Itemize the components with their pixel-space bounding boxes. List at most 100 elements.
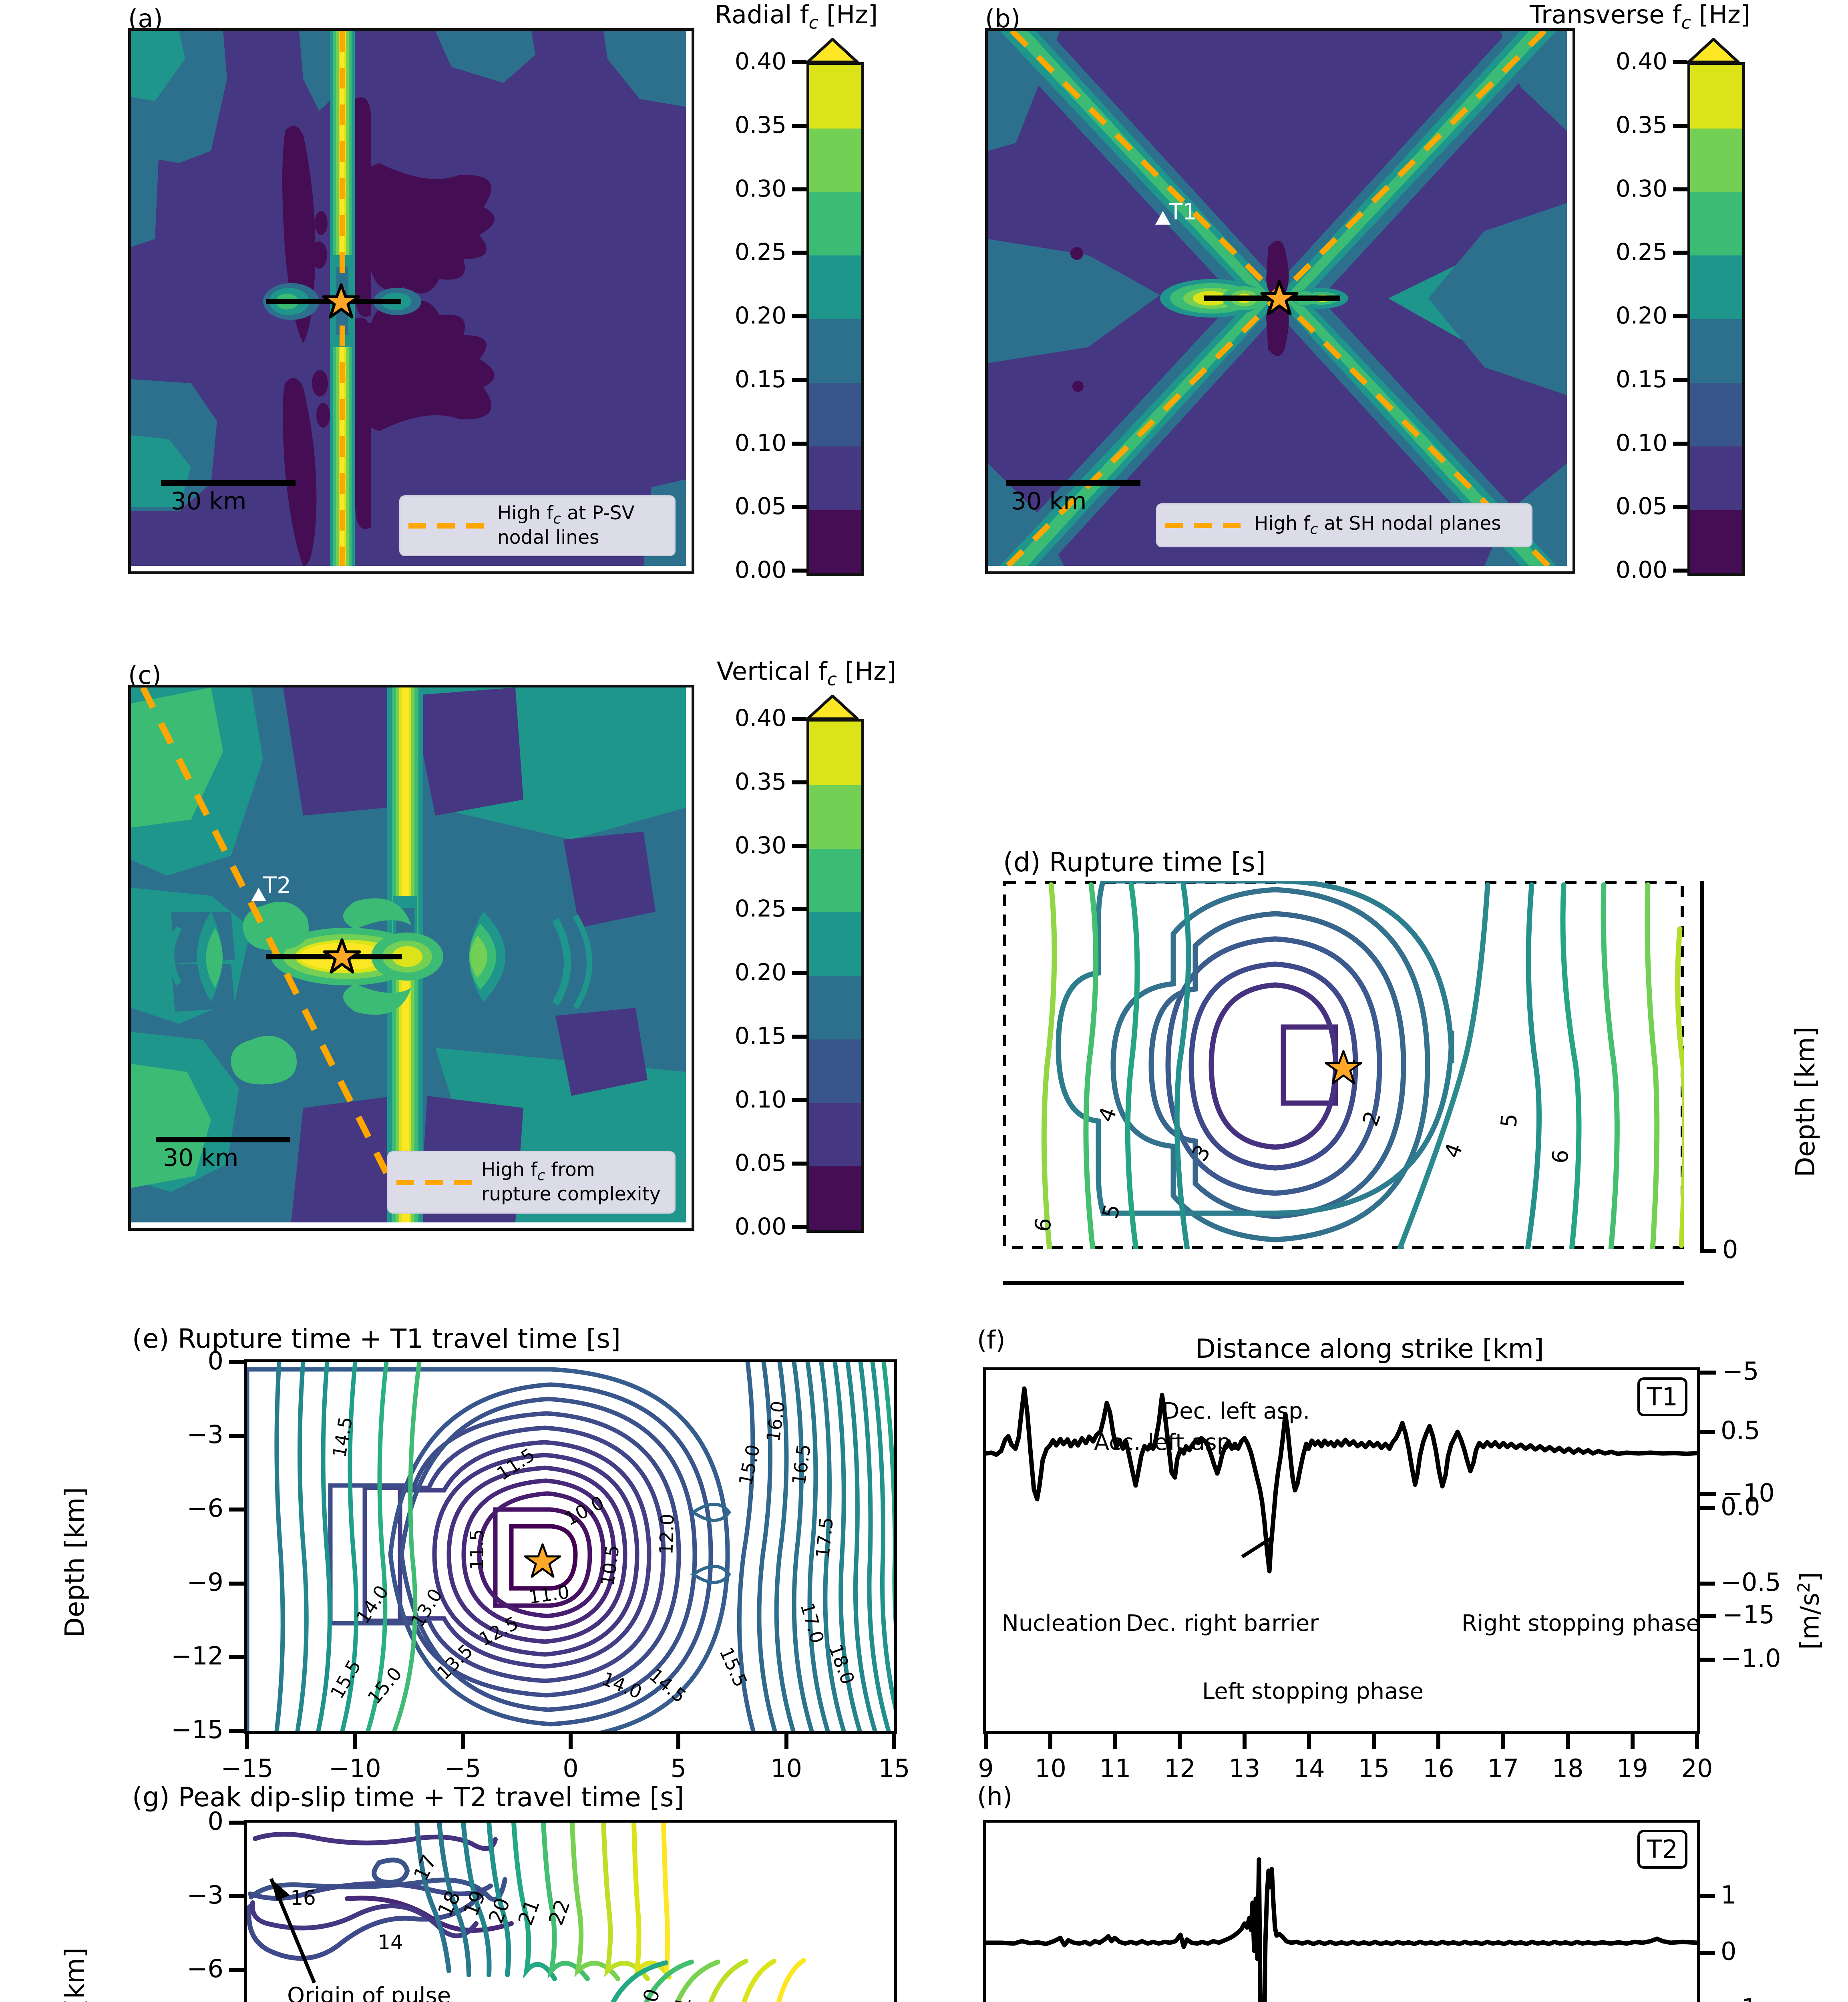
axis-ticklabel: −6 — [187, 1493, 223, 1523]
colorbar-ticklabel: 0.05 — [734, 1149, 786, 1177]
axis-ticklabel: −12 — [171, 1641, 223, 1670]
axis-tick — [676, 1734, 681, 1749]
colorbar-tick — [1673, 60, 1687, 64]
colorbar-segment — [809, 722, 861, 785]
svg-text:16.5: 16.5 — [788, 1443, 815, 1486]
panel-c-station-T2-label: T2 — [263, 872, 291, 898]
axis-ticklabel: 10 — [770, 1754, 802, 1783]
axis-ticklabel: 11 — [1099, 1754, 1131, 1783]
axis-ticklabel: 0.0 — [1721, 1491, 1760, 1521]
panel-c-scalebar — [156, 1137, 290, 1142]
axis-tick — [784, 1734, 788, 1749]
panel-f-ylabel: [m/s2] — [1794, 1572, 1825, 1650]
axis-ticklabel: −3 — [187, 1880, 223, 1910]
panel-d-contours: 1 2 3 4 4 5 5 6 6 — [1003, 881, 1684, 1249]
axis-ticklabel: 0.5 — [1721, 1416, 1760, 1445]
colorbar-tick — [792, 378, 806, 382]
panel-b-station-T1-icon — [1155, 211, 1170, 225]
axis-ticklabel: 0 — [1721, 1937, 1737, 1966]
panel-b-colorbar-title: Transverse fc [Hz] — [1530, 0, 1751, 33]
axis-ticklabel: −10 — [1722, 1478, 1775, 1508]
colorbar-segment — [1690, 192, 1742, 256]
colorbar-segment — [1690, 255, 1742, 319]
axis-tick — [1178, 1734, 1182, 1749]
colorbar-segment — [1690, 65, 1742, 129]
panel-b-scalebar — [1006, 480, 1140, 486]
axis-tick — [1700, 1506, 1715, 1510]
panel-e-title: (e) Rupture time + T1 travel time [s] — [132, 1323, 621, 1354]
colorbar-ticklabel: 0.25 — [734, 895, 786, 923]
axis-ticklabel: −1 — [1721, 1993, 1825, 2002]
panel-d-ylabel: Depth [km] — [1790, 1026, 1821, 1177]
axis-ticklabel: −1.0 — [1721, 1644, 1781, 1673]
colorbar-segment — [809, 128, 861, 192]
axis-ticklabel: −0.5 — [1721, 1568, 1781, 1597]
panel-g-contours: 16 14 15 16 17 18 19 20 21 22 20 21 22 1… — [247, 1823, 806, 2002]
colorbar-tick — [1673, 505, 1687, 509]
panel-a-scalebar — [161, 480, 296, 486]
svg-text:15.5: 15.5 — [326, 1656, 365, 1703]
axis-ticklabel: 16 — [1422, 1754, 1454, 1783]
panel-f-annotation-acc-left-asp: Acc. left asp. — [1094, 1429, 1238, 1455]
colorbar-tick — [792, 60, 806, 64]
panel-c-scalebar-label: 30 km — [163, 1144, 239, 1172]
colorbar-segment — [809, 1103, 861, 1167]
colorbar-ticklabel: 0.35 — [734, 111, 786, 139]
panel-b-scalebar-label: 30 km — [1011, 487, 1087, 515]
axis-tick — [1700, 1658, 1715, 1662]
colorbar-ticklabel: 0.30 — [734, 831, 786, 859]
colorbar-segment — [809, 255, 861, 319]
colorbar-c — [806, 719, 864, 1233]
panel-f-annotation-right-stopping-phase: Right stopping phase — [1462, 1610, 1700, 1636]
svg-text:15.5: 15.5 — [715, 1644, 752, 1690]
colorbar-segment — [1690, 510, 1742, 573]
axis-ticklabel: −5 — [1722, 1357, 1759, 1386]
panel-f-annotation-dec-left-asp: Dec. left asp. — [1162, 1398, 1310, 1424]
svg-text:12.0: 12.0 — [655, 1513, 678, 1555]
panel-c-legend-text: High fc from rupture complexity — [481, 1159, 661, 1206]
panel-h-waveform — [986, 1857, 1697, 2002]
svg-text:17.5: 17.5 — [812, 1516, 837, 1560]
colorbar-segment — [809, 785, 861, 849]
axis-ticklabel: 19 — [1617, 1754, 1648, 1783]
axis-ticklabel: 15 — [1358, 1754, 1390, 1783]
colorbar-segment — [809, 912, 861, 976]
axis-ticklabel: −5 — [444, 1754, 481, 1783]
colorbar-ticklabel: 0.00 — [734, 1213, 786, 1240]
axis-ticklabel: −3 — [187, 1420, 223, 1449]
svg-text:5: 5 — [1496, 1113, 1522, 1129]
panel-a-scalebar-label: 30 km — [171, 487, 247, 515]
panel-h-axes: Left stopping phase of surface reflected… — [983, 1820, 1700, 2002]
axis-ticklabel: 15 — [878, 1754, 910, 1783]
colorbar-segment — [1690, 319, 1742, 383]
colorbar-tick — [1673, 187, 1687, 191]
panel-f-annotation-dec-right-barrier: Dec. right barrier — [1126, 1610, 1319, 1636]
axis-ticklabel: 20 — [1681, 1754, 1713, 1783]
panel-h-station-tag: T2 — [1637, 1830, 1687, 1869]
axis-tick — [1700, 1430, 1715, 1434]
colorbar-ticklabel: 0.25 — [1615, 238, 1667, 266]
axis-ticklabel: −6 — [187, 1954, 223, 1984]
axis-tick — [229, 1729, 244, 1733]
colorbar-tick — [792, 569, 806, 573]
panel-b-legend-dash-icon — [1165, 523, 1245, 528]
axis-tick — [892, 1734, 896, 1749]
axis-tick — [1242, 1734, 1247, 1749]
colorbar-segment — [809, 382, 861, 446]
svg-text:6: 6 — [1547, 1149, 1574, 1165]
colorbar-segment — [1690, 128, 1742, 192]
axis-tick — [229, 1360, 244, 1364]
colorbar-tick — [792, 123, 806, 128]
colorbar-tick — [792, 717, 806, 721]
axis-tick — [245, 1734, 249, 1749]
panel-g-title: (g) Peak dip-slip time + T2 travel time … — [132, 1782, 684, 1813]
colorbar-ticklabel: 0.15 — [1615, 365, 1667, 393]
colorbar-ticklabel: 0.30 — [1615, 175, 1667, 202]
colorbar-ticklabel: 0.35 — [734, 768, 786, 795]
panel-c-epicenter-star — [323, 938, 361, 974]
panel-e-axes: 10.0 10.5 11.0 11.5 11.5 12.0 12.5 13.0 … — [244, 1359, 897, 1734]
colorbar-ticklabel: 0.20 — [1615, 302, 1667, 329]
axis-tick — [1700, 1492, 1716, 1496]
colorbar-tick — [792, 251, 806, 255]
